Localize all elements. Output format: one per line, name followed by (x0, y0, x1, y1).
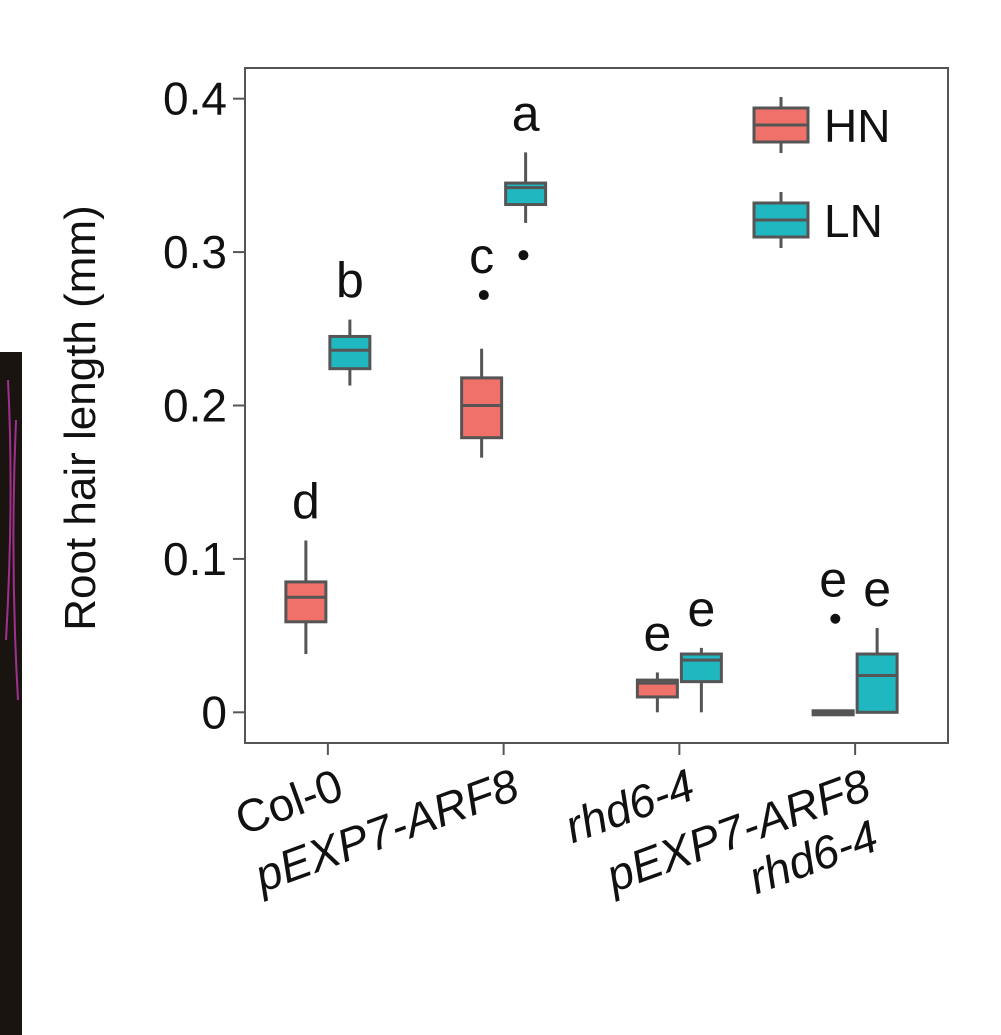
legend-label: LN (824, 195, 883, 247)
significance-letter: b (336, 253, 364, 309)
box (855, 652, 899, 714)
significance-letter: e (863, 561, 891, 617)
background-image-strip (0, 352, 22, 1035)
y-axis-label: Root hair length (mm) (56, 205, 105, 630)
plot-frame (244, 67, 949, 744)
legend-label: HN (824, 100, 890, 152)
background-image-detail (5, 379, 19, 701)
box (679, 652, 723, 684)
box (328, 334, 372, 371)
y-tick-label: 0.3 (163, 226, 227, 278)
significance-letter: d (292, 474, 320, 530)
significance-letter: e (819, 552, 847, 608)
significance-letter: e (643, 605, 671, 661)
significance-letter: e (687, 581, 715, 637)
significance-letter: a (512, 85, 540, 141)
outlier (478, 290, 489, 301)
box (460, 376, 504, 440)
y-tick-label: 0.2 (163, 380, 227, 432)
y-tick-label: 0 (201, 686, 227, 738)
outlier (518, 250, 529, 261)
y-tick-label: 0.4 (163, 73, 227, 125)
y-tick-label: 0.1 (163, 533, 227, 585)
significance-letter: c (469, 228, 494, 284)
box (284, 580, 328, 624)
outlier (830, 613, 841, 624)
